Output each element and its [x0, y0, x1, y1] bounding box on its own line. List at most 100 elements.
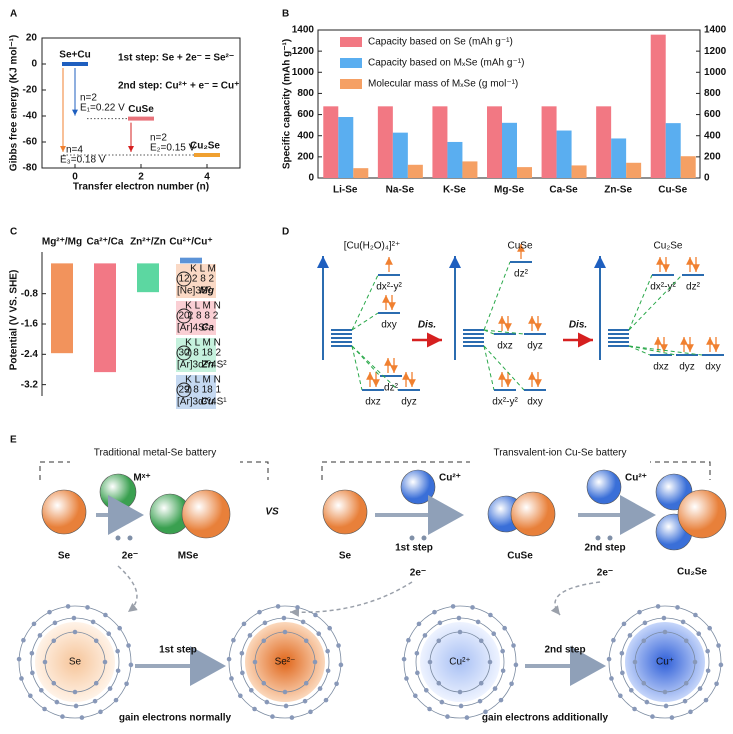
y-tick-label: 400 — [297, 130, 314, 141]
shell-electron — [65, 604, 71, 609]
shell-electron — [683, 680, 689, 686]
shell-electron — [72, 629, 78, 635]
orbital-label: dyz — [679, 362, 695, 373]
shell-electron — [28, 693, 33, 699]
shell-electron — [283, 703, 289, 709]
shell-electron — [401, 656, 407, 662]
correlation-line — [351, 345, 399, 391]
shell-electron — [47, 609, 52, 615]
dis-label: Dis. — [569, 320, 587, 331]
electron-shell — [18, 605, 132, 719]
y-axis-label: Potential (V VS. SHE) — [9, 270, 20, 371]
shell-electron — [642, 620, 648, 626]
shell-electron — [627, 633, 633, 638]
y2-tick-label: 0 — [704, 173, 710, 184]
bracket — [39, 461, 269, 480]
orbital-label: dyz — [401, 397, 417, 408]
bar — [338, 117, 354, 178]
shell-electron — [30, 670, 35, 676]
shell-electron — [16, 656, 22, 662]
species-label: 2nd step — [584, 543, 625, 554]
species-label: 1st step — [395, 543, 433, 554]
y-axis-label: Specific capacity (mAh g⁻¹) — [282, 39, 293, 169]
section-title: Transvalent-ion Cu-Se battery — [493, 448, 626, 459]
shell-electron — [422, 633, 428, 638]
shell-electron — [124, 681, 129, 687]
inset-box — [176, 301, 216, 335]
bar — [180, 257, 202, 264]
correlation-line — [351, 312, 379, 331]
electron-dot — [595, 535, 601, 541]
annotation: n=2 — [150, 133, 167, 144]
shell-electron — [456, 615, 462, 621]
shell-electron — [72, 689, 78, 695]
shell-electron — [464, 715, 470, 720]
x-tick-label: Mg²⁺/Mg — [42, 237, 82, 248]
electron-shell — [608, 605, 722, 719]
shell-electron — [261, 680, 267, 686]
shell-electron — [85, 605, 90, 610]
shell-electron — [675, 605, 680, 610]
species-label: Se — [339, 551, 352, 562]
shell-names: K L M N — [185, 338, 221, 349]
correlation-line — [351, 345, 363, 391]
species-label: 2e⁻ — [597, 568, 613, 579]
x-tick-label: Zn²⁺/Zn — [130, 237, 166, 248]
y-tick-label: 200 — [297, 151, 314, 162]
shell-electron — [261, 638, 267, 644]
bar — [502, 122, 517, 178]
y2-tick-label: 400 — [704, 130, 721, 141]
bar — [462, 161, 478, 178]
shell-electron — [42, 706, 47, 712]
x-tick-label: Cu²⁺/Cu⁺ — [169, 237, 212, 248]
shell-electron — [257, 609, 262, 615]
x-tick-label: Ca-Se — [549, 185, 578, 196]
shell-electron — [19, 676, 24, 681]
correlation-line — [483, 261, 511, 331]
shell-electron — [632, 706, 637, 712]
energy-level — [194, 153, 220, 157]
bar — [353, 168, 369, 178]
shell-electron — [270, 714, 275, 719]
y-tick-label: -3.2 — [21, 379, 39, 390]
correlation-line — [628, 274, 683, 331]
sphere — [41, 489, 87, 535]
y-tick-label: -40 — [23, 111, 38, 122]
sphere — [99, 473, 137, 511]
shell-electron — [487, 659, 493, 665]
shell-electron — [238, 693, 243, 699]
x-tick-label: Cu-Se — [658, 185, 687, 196]
orbital-label: dx²-y² — [376, 282, 402, 293]
title-bg — [470, 444, 650, 464]
x-tick-label: Ca²⁺/Ca — [87, 237, 124, 248]
x-tick-label: Mg-Se — [494, 185, 524, 196]
shell-electron — [628, 687, 634, 693]
element-symbol: Ca — [201, 323, 214, 334]
legend-label: Capacity based on Se (mAh g⁻¹) — [368, 37, 513, 48]
shell-electron — [247, 633, 253, 638]
bar — [680, 156, 696, 178]
y-tick-label: 20 — [26, 33, 38, 44]
electron-dot — [607, 535, 613, 541]
bar — [517, 167, 532, 178]
shell-electron — [637, 609, 642, 615]
correlation-line — [351, 345, 381, 377]
y2-tick-label: 1400 — [704, 25, 727, 36]
correlation-line — [483, 345, 525, 391]
orbital-label: dx²-y² — [492, 397, 518, 408]
shell-electron — [303, 680, 309, 686]
sphere — [510, 491, 556, 537]
legend-label: Capacity based on MₓSe (mAh g⁻¹) — [368, 58, 524, 69]
orbital-label: dyz — [527, 341, 543, 352]
shell-electron — [696, 631, 702, 637]
electron-path — [550, 581, 601, 616]
bar — [626, 162, 642, 178]
shell-electron — [79, 715, 85, 720]
y-tick-label: 600 — [297, 109, 314, 120]
y-tick-label: -1.6 — [21, 319, 39, 330]
electron-dot — [115, 535, 121, 541]
y-tick-label: 1400 — [292, 25, 315, 36]
atomic-number: 29 — [178, 385, 190, 396]
atom-label: Se — [69, 657, 82, 668]
